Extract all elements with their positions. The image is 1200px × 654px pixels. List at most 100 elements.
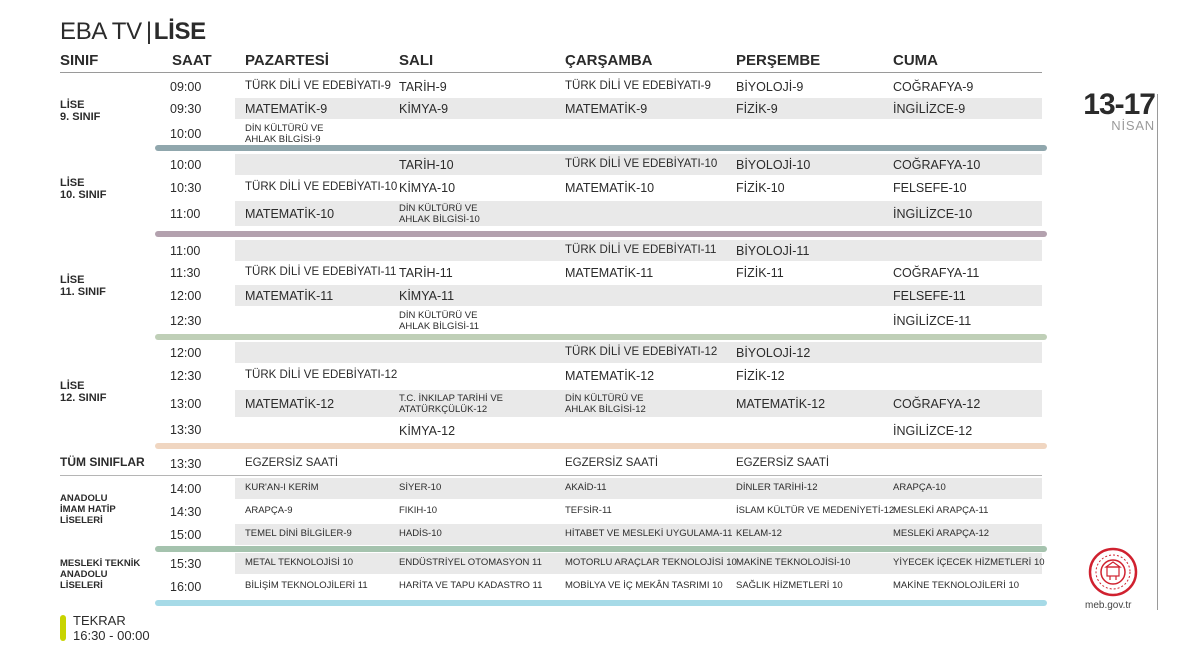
table-row: 12:30 TÜRK DİLİ VE EDEBİYATI-12 MATEMATİK-… <box>60 365 1045 387</box>
course-cell: MATEMATİK-12 <box>245 397 335 411</box>
course-cell: İNGİLİZCE-11 <box>893 314 972 328</box>
table-row: 10:00 TARİH-10 TÜRK DİLİ VE EDEBİYATI-10 Bİ… <box>60 154 1045 176</box>
course-cell: DİN KÜLTÜRÜ VE AHLAK BİLGİSİ-10 <box>399 203 480 225</box>
time-cell: 15:30 <box>170 557 202 571</box>
row-background <box>235 240 1042 261</box>
header-persembe: PERŞEMBE <box>736 52 821 69</box>
course-cell: TÜRK DİLİ VE EDEBİYATI-9 <box>245 80 391 92</box>
table-row: 09:00 TÜRK DİLİ VE EDEBİYATI-9 TARİH-9 TÜRK… <box>60 76 1045 98</box>
course-cell: DİNLER TARİHİ-12 <box>736 482 818 493</box>
course-cell: TÜRK DİLİ VE EDEBİYATI-10 <box>565 158 718 170</box>
course-cell: ENDÜSTRİYEL OTOMASYON 11 <box>399 557 542 568</box>
section-label-line: LİSE <box>60 274 85 286</box>
time-cell: 13:30 <box>170 423 202 437</box>
course-cell: COĞRAFYA-11 <box>893 266 980 280</box>
course-cell: YİYECEK İÇECEK HİZMETLERİ 10 <box>893 557 1045 568</box>
section-label: ANADOLU İMAM HATİP LİSELERİ <box>60 493 116 526</box>
course-cell: MATEMATİK-12 <box>565 369 655 383</box>
section-label: MESLEKİ TEKNİK ANADOLU LİSELERİ <box>60 558 140 591</box>
course-cell: MOBİLYA VE İÇ MEKÂN TASRIMI 10 <box>565 580 723 591</box>
table-row: 12:30 DİN KÜLTÜRÜ VE AHLAK BİLGİSİ-11 İNGİ… <box>60 308 1045 334</box>
header-pazartesi: PAZARTESİ <box>245 52 329 69</box>
course-cell: ARAPÇA-10 <box>893 482 946 493</box>
time-cell: 15:00 <box>170 528 202 542</box>
header-carsamba: ÇARŞAMBA <box>565 52 653 69</box>
table-row: 16:00 BİLİŞİM TEKNOLOJİLERİ 11 HARİTA VE T… <box>60 576 1045 598</box>
section-divider-bar <box>155 334 1047 340</box>
course-cell: BİYOLOJİ-9 <box>736 80 804 94</box>
course-cell: MATEMATİK-11 <box>245 289 334 303</box>
section-label-line: İMAM HATİP <box>60 504 116 515</box>
tekrar-time: 16:30 - 00:00 <box>73 628 150 643</box>
time-cell: 11:00 <box>170 244 201 258</box>
section-label-line: LİSELERİ <box>60 515 103 526</box>
section-divider-bar <box>155 443 1047 449</box>
course-cell: HİTABET VE MESLEKİ UYGULAMA-11 <box>565 528 733 539</box>
course-cell: TARİH-11 <box>399 266 453 280</box>
course-cell: TÜRK DİLİ VE EDEBİYATI-10 <box>245 181 398 193</box>
course-cell: DİN KÜLTÜRÜ VE AHLAK BİLGİSİ-9 <box>245 123 324 145</box>
section-divider-bar <box>155 600 1047 606</box>
table-row: 14:00 KUR'AN-I KERİM SİYER-10 AKAİD-11 DİNLE… <box>60 478 1045 500</box>
time-cell: 12:30 <box>170 314 202 328</box>
time-cell: 12:00 <box>170 346 202 360</box>
course-cell: TÜRK DİLİ VE EDEBİYATI-11 <box>245 266 397 278</box>
section-label: LİSE 9. SINIF <box>60 99 100 123</box>
header-cuma: CUMA <box>893 52 938 69</box>
course-cell: MATEMATİK-12 <box>736 397 826 411</box>
course-cell: TÜRK DİLİ VE EDEBİYATI-9 <box>565 80 711 92</box>
course-cell: MATEMATİK-10 <box>565 181 655 195</box>
time-cell: 14:30 <box>170 505 202 519</box>
header-sinif: SINIF <box>60 52 99 69</box>
course-cell: DİN KÜLTÜRÜ VE AHLAK BİLGİSİ-12 <box>565 393 646 415</box>
section-label-line: ANADOLU <box>60 569 108 580</box>
table-row: 15:30 METAL TEKNOLOJİSİ 10 ENDÜSTRİYEL OTO… <box>60 553 1045 575</box>
course-cell: BİLİŞİM TEKNOLOJİLERİ 11 <box>245 580 368 591</box>
section-label-line: LİSE <box>60 177 85 189</box>
course-cell: TEFSİR-11 <box>565 505 612 516</box>
section-label-line: LİSE <box>60 99 85 111</box>
section-label: LİSE 10. SINIF <box>60 177 106 201</box>
course-cell: TEMEL DİNİ BİLGİLER-9 <box>245 528 352 539</box>
header-saat: SAAT <box>172 52 212 69</box>
course-cell: MATEMATİK-11 <box>565 266 654 280</box>
row-background <box>235 390 1042 417</box>
section-label-line: 12. SINIF <box>60 392 107 404</box>
time-cell: 10:00 <box>170 158 202 172</box>
date-range: 13-17 NİSAN <box>1060 88 1156 133</box>
course-cell: SAĞLIK HİZMETLERİ 10 <box>736 580 843 591</box>
course-cell: FELSEFE-10 <box>893 181 967 195</box>
course-cell: MESLEKİ ARAPÇA-12 <box>893 528 990 539</box>
time-cell: 10:30 <box>170 181 202 195</box>
row-background <box>235 553 1042 574</box>
table-row: 11:00 MATEMATİK-10 DİN KÜLTÜRÜ VE AHLAK Bİ… <box>60 201 1045 227</box>
section-divider-bar <box>155 231 1047 237</box>
course-cell: T.C. İNKILAP TARİHİ VE ATATÜRKÇÜLÜK-12 <box>399 393 504 415</box>
course-cell: COĞRAFYA-10 <box>893 158 981 172</box>
table-row: 10:00 DİN KÜLTÜRÜ VE AHLAK BİLGİSİ-9 <box>60 120 1045 148</box>
header-divider <box>60 72 1042 73</box>
course-cell: FİZİK-11 <box>736 266 784 280</box>
section-label-line: TÜM SINIFLAR <box>60 455 145 469</box>
section-label: LİSE 12. SINIF <box>60 380 106 404</box>
course-cell: MAKİNE TEKNOLOJİSİ-10 <box>736 557 851 568</box>
course-cell: TARİH-9 <box>399 80 447 94</box>
section-divider-bar <box>155 546 1047 552</box>
row-divider <box>60 475 1042 476</box>
course-cell: HARİTA VE TAPU KADASTRO 11 <box>399 580 543 591</box>
course-cell: FIKIH-10 <box>399 505 438 516</box>
course-cell: BİYOLOJİ-10 <box>736 158 811 172</box>
section-label-line: 9. SINIF <box>60 111 101 123</box>
course-cell: TÜRK DİLİ VE EDEBİYATI-11 <box>565 244 717 256</box>
course-cell: SİYER-10 <box>399 482 442 493</box>
row-background <box>235 285 1042 306</box>
title-main: EBA TV <box>60 18 142 45</box>
course-cell: İNGİLİZCE-9 <box>893 102 966 116</box>
section-label-line: 11. SINIF <box>60 286 106 298</box>
course-cell: COĞRAFYA-9 <box>893 80 974 94</box>
section-label-line: ANADOLU <box>60 493 108 504</box>
row-background <box>235 524 1042 545</box>
time-cell: 10:00 <box>170 127 202 141</box>
course-cell: TÜRK DİLİ VE EDEBİYATI-12 <box>245 369 398 381</box>
table-row: 13:30 EGZERSİZ SAATİ EGZERSİZ SAATİ EGZERSİ… <box>60 454 1045 474</box>
